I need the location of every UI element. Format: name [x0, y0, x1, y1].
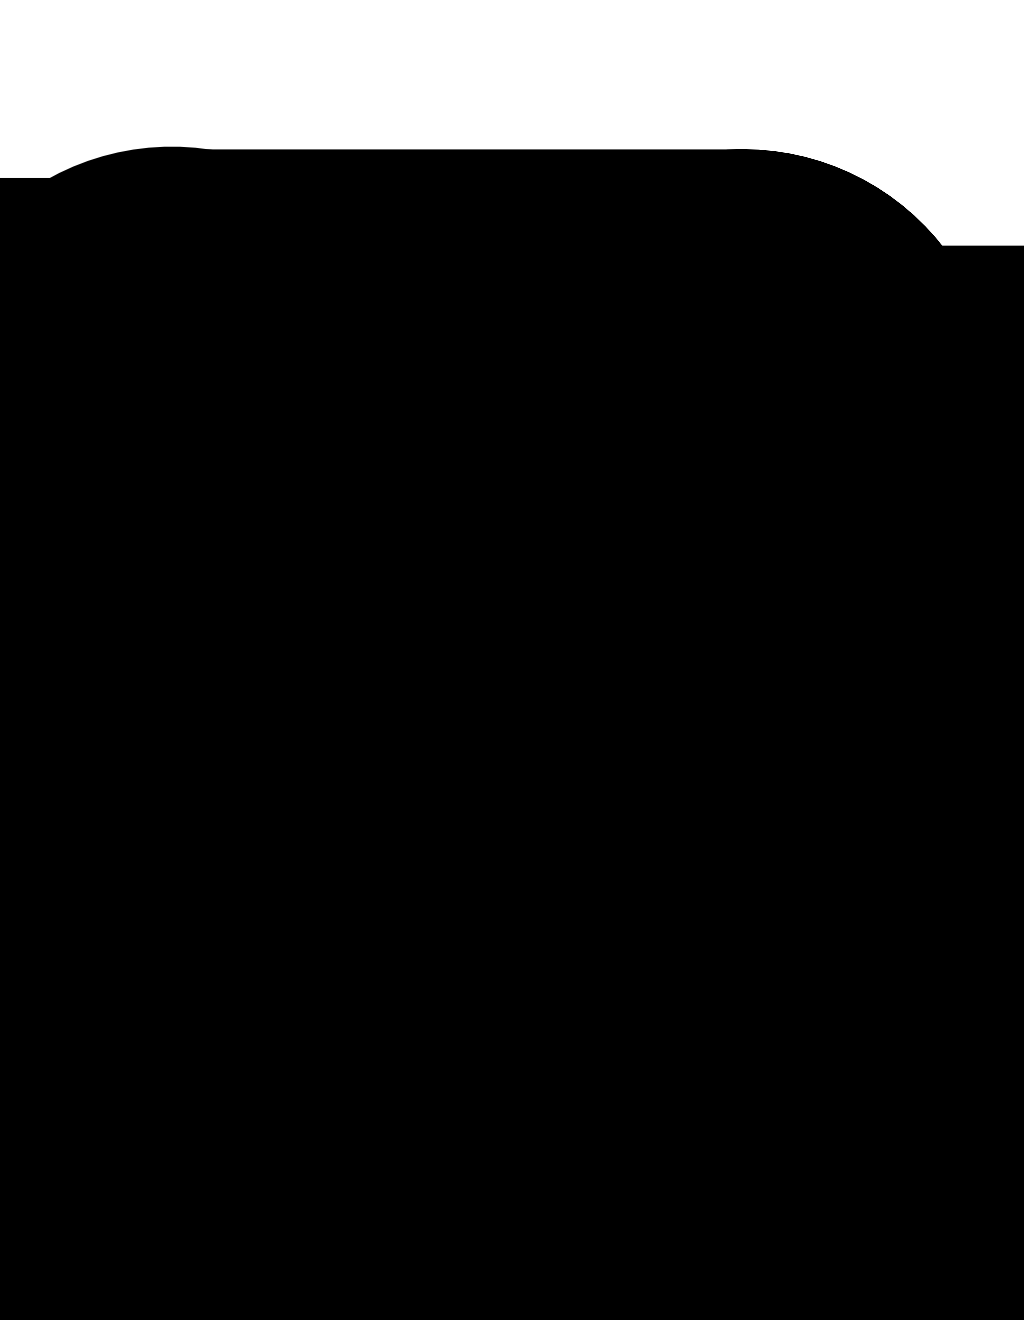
Text: READ ORIGINAL FOR COVER SHEET: READ ORIGINAL FOR COVER SHEET	[516, 507, 526, 680]
Bar	[352, 490, 477, 651]
Text: DISPLAY MESSAGE PROMPTING USER
TO SET ORIGINALS  FOR INTERMEDIATE
SHEETS ON DOCU: DISPLAY MESSAGE PROMPTING USER TO SET OR…	[613, 474, 646, 667]
Text: S1011: S1011	[611, 660, 648, 673]
Text: ORIGINAL READING
MODE SET TO
COVER SHEET MODE?: ORIGINAL READING MODE SET TO COVER SHEET…	[338, 746, 368, 849]
Text: S1014A: S1014A	[725, 417, 738, 462]
Text: ①: ①	[250, 791, 261, 804]
Text: INSERTER MODE: INSERTER MODE	[796, 393, 805, 486]
Text: S1011A: S1011A	[727, 660, 772, 673]
FancyBboxPatch shape	[726, 1007, 879, 1089]
Bar	[697, 536, 802, 651]
Text: S1014A: S1014A	[798, 552, 811, 597]
Text: S1009: S1009	[356, 470, 394, 483]
Text: S1007: S1007	[407, 684, 420, 721]
Text: Jul. 16, 2009   Sheet 33 of 41: Jul. 16, 2009 Sheet 33 of 41	[328, 211, 532, 224]
Bar	[744, 351, 856, 528]
Text: DISPLAY MESSAGE PROMPTING USER
TO SET ORIGINAL FOR GLUED-ON
COVER ON DOCUMENT FE: DISPLAY MESSAGE PROMPTING USER TO SET OR…	[398, 479, 431, 661]
Text: S1008A: S1008A	[590, 861, 635, 874]
Bar	[566, 490, 693, 651]
Text: Patent Application Publication: Patent Application Publication	[186, 211, 401, 224]
Polygon shape	[302, 725, 403, 871]
Bar	[611, 277, 740, 528]
Text: STANDARD MODE: STANDARD MODE	[607, 748, 617, 846]
Text: DISPLAY MESSAGE PROMPTING
USER TO SET ORIGINALS ON
DOCUMENT FEEDER: DISPLAY MESSAGE PROMPTING USER TO SET OR…	[658, 322, 692, 483]
Bar	[480, 536, 562, 651]
Text: US 2009/0179374 A1: US 2009/0179374 A1	[717, 211, 864, 224]
Text: NO: NO	[412, 809, 425, 828]
Text: COVER SHEET MODE: COVER SHEET MODE	[744, 536, 755, 651]
Text: DISPLAY MESSAGE PROMPTING
USER TO SET ORIGINALS ON
DOCUMENT FEEDER: DISPLAY MESSAGE PROMPTING USER TO SET OR…	[449, 722, 481, 874]
Bar	[407, 697, 523, 898]
Text: FIG. 42B: FIG. 42B	[188, 781, 339, 813]
Text: END BOOKBINDING MODE SETUP: END BOOKBINDING MODE SETUP	[798, 962, 807, 1134]
Text: S1008: S1008	[446, 907, 483, 920]
Text: S1014: S1014	[653, 259, 690, 272]
Text: ②: ②	[250, 455, 261, 469]
Bar	[539, 743, 686, 851]
Text: YES: YES	[406, 739, 419, 762]
Text: S1010: S1010	[503, 660, 540, 673]
